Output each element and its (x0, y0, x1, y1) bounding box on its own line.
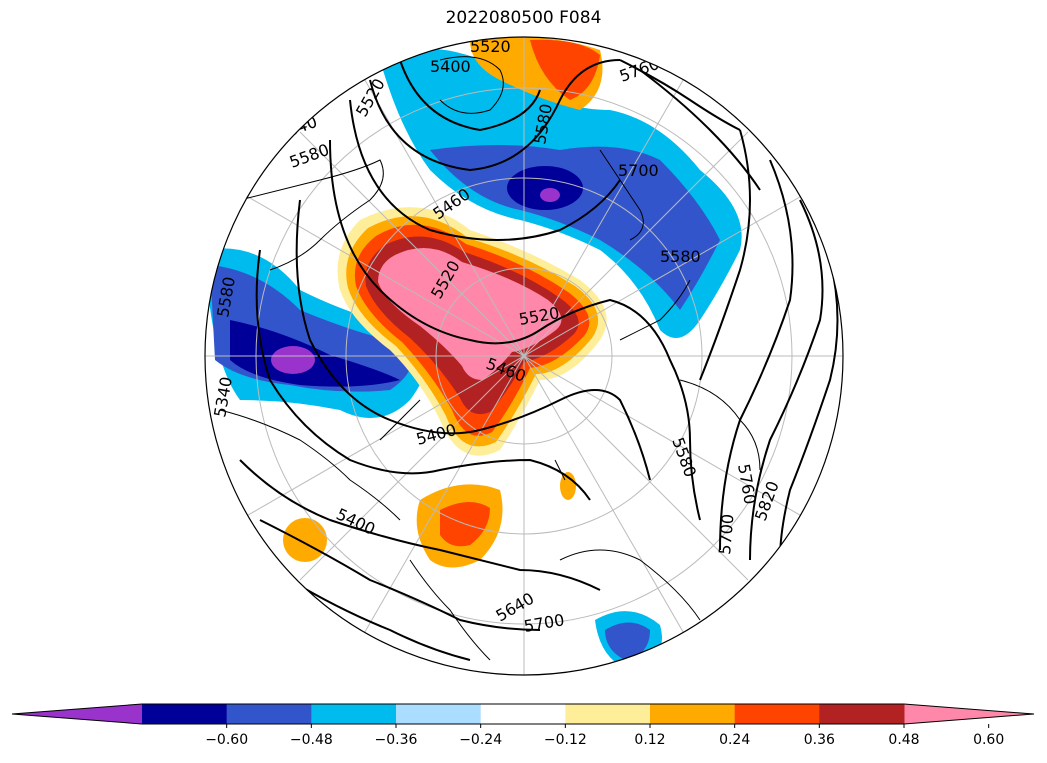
colorbar-tick-label: −0.48 (290, 732, 333, 748)
colorbar-tick-label: −0.60 (205, 732, 248, 748)
colorbar-swatch (565, 704, 651, 724)
contour-label: 5520 (470, 37, 511, 56)
colorbar-swatch (396, 704, 482, 724)
contour-label: 5700 (715, 513, 737, 555)
colorbar-swatch (480, 704, 566, 724)
colorbar-swatch (734, 704, 820, 724)
colorbar-tick-label: 0.60 (973, 732, 1004, 748)
map-disk: 5520 5400 5760 5640 5580 5520 5580 5460 … (205, 37, 843, 675)
neg-peak-top (540, 188, 560, 202)
colorbar-tick-label: 0.36 (804, 732, 835, 748)
coastlines (219, 56, 761, 661)
colorbar-swatch (226, 704, 312, 724)
colorbar-tick-label: 0.24 (719, 732, 750, 748)
colorbar-tick-label: −0.36 (375, 732, 418, 748)
neg-core-top (507, 166, 583, 210)
graticule (205, 37, 843, 675)
colorbar-swatch (311, 704, 397, 724)
contour-label: 5700 (618, 161, 659, 180)
colorbar-outline (11, 703, 1035, 725)
colorbar-tick-label: −0.24 (459, 732, 502, 748)
colorbar-extend-min (12, 704, 142, 724)
colorbar-swatch (142, 704, 228, 724)
colorbar-tick-label: −0.12 (544, 732, 587, 748)
colorbar: −0.60 −0.48 −0.36 −0.24 −0.12 0.12 0.24 0.36 0.4… (11, 703, 1035, 748)
pos-region-small-left (283, 518, 327, 562)
contour-label: 5400 (430, 57, 471, 76)
neg-region-top-inner (430, 145, 720, 310)
colorbar-tick-label: 0.48 (888, 732, 919, 748)
height-contours (239, 59, 839, 661)
colorbar-tick-label: 0.12 (634, 732, 665, 748)
contour-label: 5580 (660, 247, 701, 266)
map-boundary (204, 36, 844, 676)
neg-peak-left (271, 346, 315, 374)
colorbar-extend-max (904, 704, 1034, 724)
map-title: 2022080500 F084 (445, 8, 602, 28)
neg-core-left (230, 320, 400, 387)
colorbar-swatch (819, 704, 905, 724)
colorbar-swatch (650, 704, 736, 724)
